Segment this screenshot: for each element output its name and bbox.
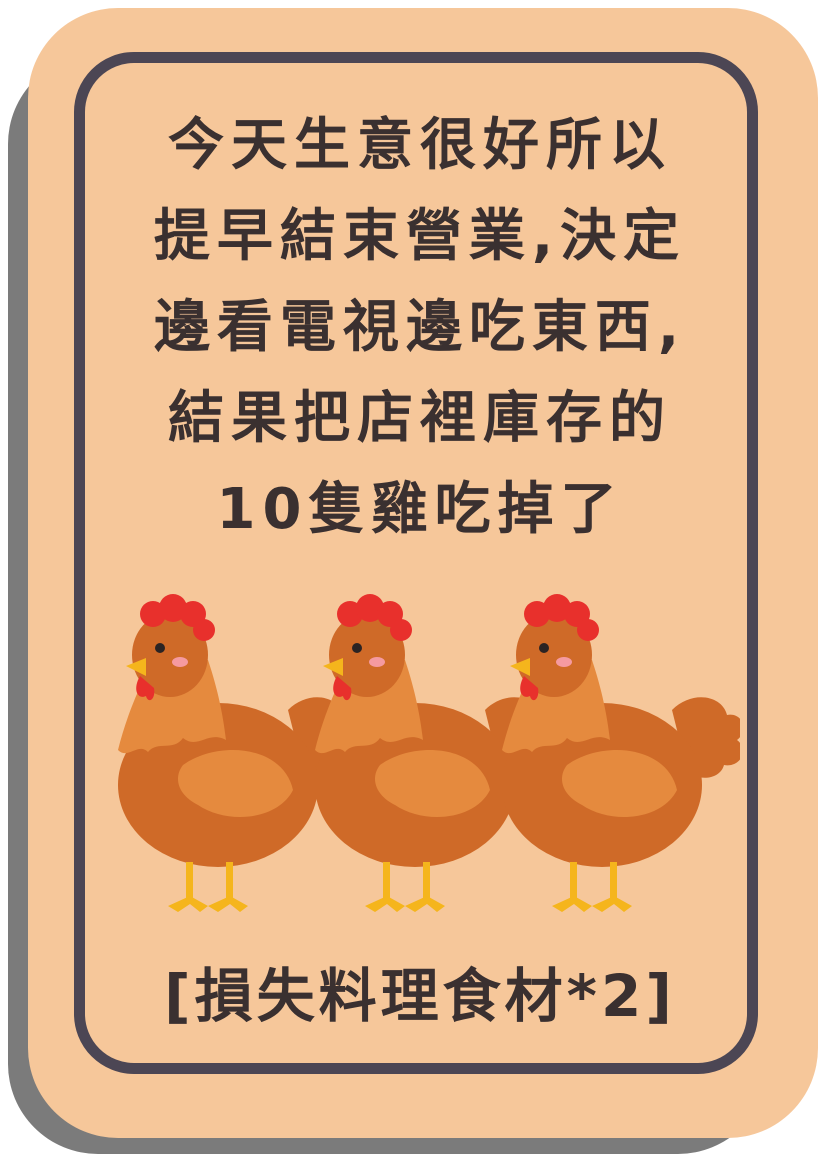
story-line: 結果把店裡庫存的 (168, 386, 672, 451)
story-line: 邊看電視邊吃東西, (153, 295, 687, 360)
story-line: 提早結束營業,決定 (153, 204, 687, 269)
chicken-icon (502, 594, 740, 912)
chickens-illustration (118, 594, 740, 912)
story-line: 今天生意很好所以 (168, 113, 672, 178)
card-penalty: [損失料理食材*2] (164, 962, 676, 1030)
event-card[interactable] (28, 8, 818, 1138)
card-story: 今天生意很好所以 提早結束營業,決定 邊看電視邊吃東西, 結果把店裡庫存的 10… (100, 100, 740, 555)
story-line: 10隻雞吃掉了 (216, 477, 624, 542)
card-frame (74, 52, 758, 1074)
